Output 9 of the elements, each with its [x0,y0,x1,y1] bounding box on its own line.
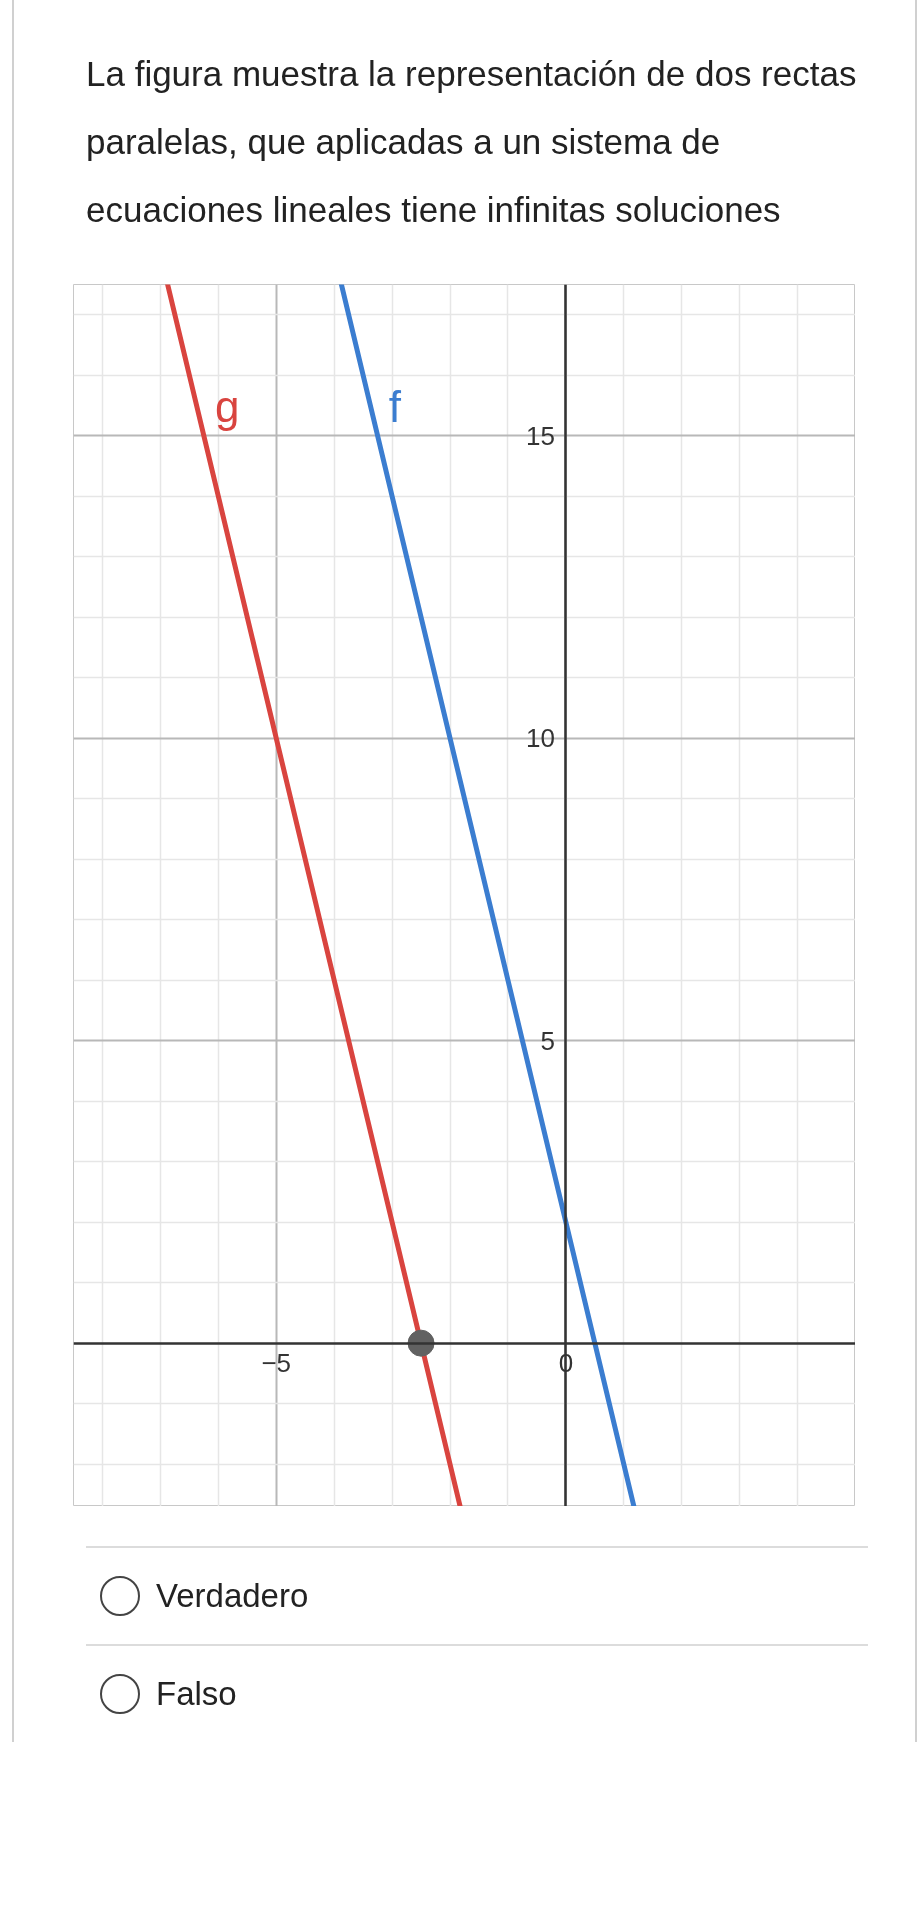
text: Verdadero [156,1576,309,1617]
y-tick-label: 10 [525,723,555,754]
series-label: g [214,382,240,432]
y-tick-label: 5 [540,1025,555,1056]
y-tick-label: 15 [525,420,555,451]
series-label: f [388,382,402,432]
text: Falso [156,1674,237,1715]
x-tick-label: −5 [261,1348,292,1379]
chart-title: La figura muestra la representación de dos rectas paralelas, que aplicadas a un sistema de ecuaciones lineales tiene infinitas soluciones [86,53,858,231]
